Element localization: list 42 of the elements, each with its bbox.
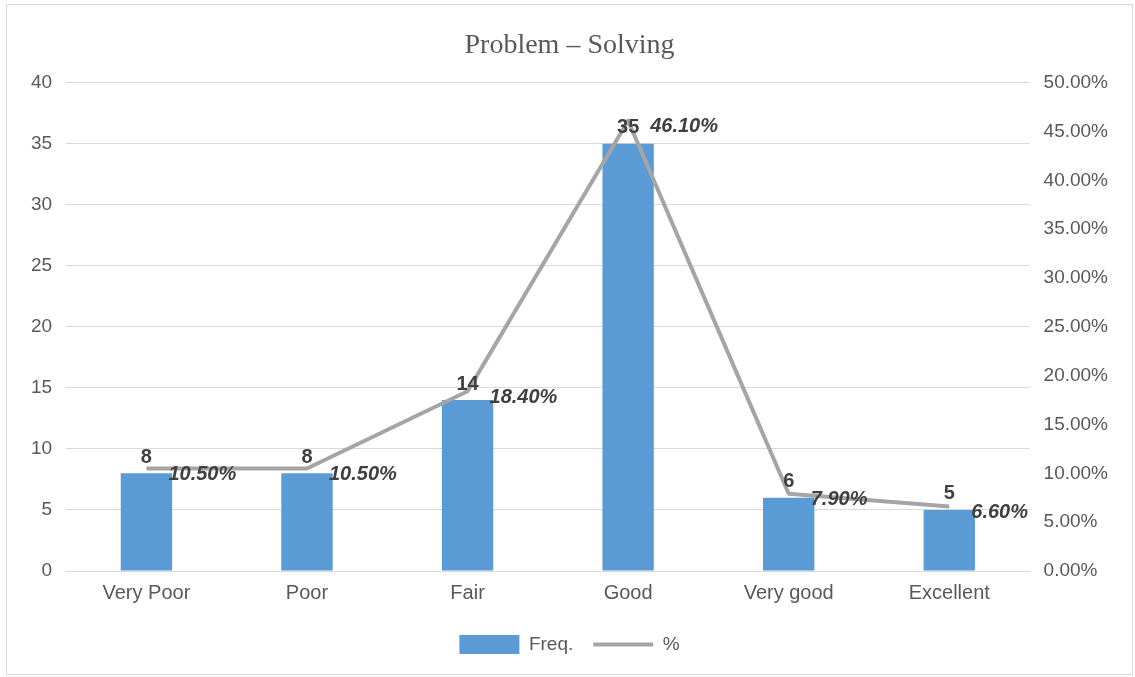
y2-tick-label: 10.00% [1043, 461, 1109, 483]
y2-tick-label: 5.00% [1043, 510, 1098, 532]
data-label: 7.90% [810, 487, 868, 510]
data-label: 5 [943, 481, 955, 504]
x-tick-label: Fair [450, 580, 486, 603]
bar [602, 143, 654, 571]
data-label: 18.40% [489, 384, 558, 407]
data-label: 8 [140, 444, 152, 467]
data-label: 14 [456, 371, 480, 394]
y2-tick-label: 30.00% [1043, 266, 1109, 288]
data-label: 6.60% [971, 500, 1029, 523]
legend-label: Freq. [528, 632, 574, 654]
data-label: 35 [617, 115, 640, 138]
chart-title: Problem – Solving [464, 28, 675, 60]
y2-tick-label: 45.00% [1043, 119, 1109, 141]
y2-tick-label: 40.00% [1043, 168, 1109, 190]
y2-tick-label: 25.00% [1043, 315, 1109, 337]
y2-tick-label: 0.00% [1043, 559, 1098, 581]
y-tick-label: 30 [30, 192, 53, 214]
data-label: 10.50% [168, 461, 237, 484]
x-tick-label: Good [603, 580, 653, 603]
data-label: 6 [783, 469, 795, 492]
x-tick-label: Poor [285, 580, 329, 603]
legend-label: % [662, 632, 680, 654]
y-tick-label: 15 [30, 376, 53, 398]
y-tick-label: 10 [30, 437, 53, 459]
data-label: 46.10% [649, 114, 719, 137]
y-tick-label: 20 [30, 315, 53, 337]
data-label: 8 [301, 444, 313, 467]
y-tick-label: 25 [30, 253, 53, 275]
x-tick-label: Very Poor [102, 580, 191, 603]
y-tick-label: 40 [30, 70, 53, 92]
y2-tick-label: 20.00% [1043, 363, 1109, 385]
x-tick-label: Very good [743, 580, 834, 603]
y-tick-label: 0 [41, 559, 53, 581]
y2-tick-label: 50.00% [1043, 70, 1109, 92]
y-tick-label: 35 [30, 131, 53, 153]
y2-tick-label: 15.00% [1043, 412, 1109, 434]
y-tick-label: 5 [41, 498, 53, 520]
data-label: 10.50% [328, 461, 398, 484]
y2-tick-label: 35.00% [1043, 217, 1109, 239]
x-tick-label: Excellent [908, 580, 991, 603]
